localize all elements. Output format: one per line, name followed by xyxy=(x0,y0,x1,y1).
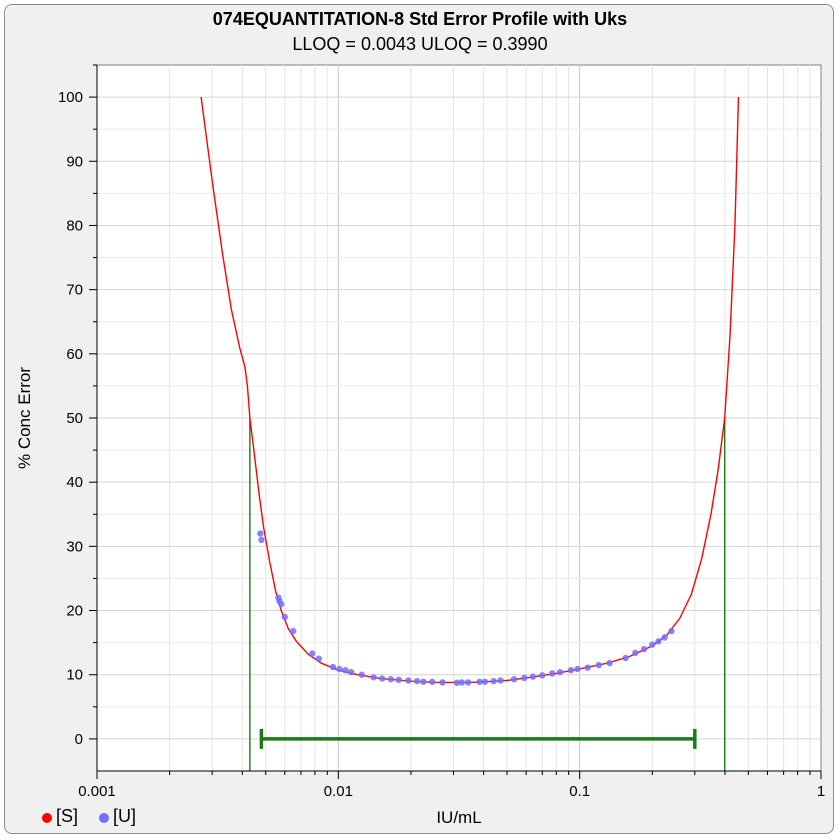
data-point-u xyxy=(289,627,297,635)
chart-subtitle: LLOQ = 0.0043 ULOQ = 0.3990 xyxy=(292,34,547,54)
data-point-u xyxy=(347,668,355,676)
data-point-u xyxy=(574,665,581,673)
data-point-u xyxy=(387,676,395,683)
x-axis-label: IU/mL xyxy=(436,808,481,827)
data-point-u xyxy=(379,675,386,682)
y-tick-label: 50 xyxy=(66,410,83,427)
data-point-u xyxy=(556,668,564,676)
y-tick-label: 70 xyxy=(66,282,83,299)
data-point-u xyxy=(413,677,421,685)
data-point-u xyxy=(258,536,265,544)
data-point-u xyxy=(395,676,402,684)
x-tick-label: 0.001 xyxy=(78,783,116,800)
data-point-u xyxy=(549,670,556,677)
y-tick-label: 60 xyxy=(66,346,83,363)
y-tick-label: 20 xyxy=(66,603,83,620)
data-point-u xyxy=(539,672,546,679)
y-tick-label: 10 xyxy=(66,667,83,684)
x-tick-label: 1 xyxy=(817,783,825,800)
y-tick-label: 100 xyxy=(58,89,83,106)
data-point-u xyxy=(358,671,365,678)
y-tick-label: 0 xyxy=(75,731,83,748)
data-point-u xyxy=(632,649,639,657)
data-point-u xyxy=(429,678,436,685)
data-point-u xyxy=(655,638,662,645)
data-point-u xyxy=(439,679,446,686)
legend-marker-s xyxy=(42,813,52,823)
loq-markers xyxy=(249,418,726,771)
data-point-u xyxy=(458,679,466,686)
data-point-u xyxy=(464,679,472,686)
data-point-u xyxy=(257,530,264,537)
data-point-u xyxy=(649,641,656,648)
data-point-u xyxy=(278,600,285,608)
data-point-u xyxy=(329,663,337,671)
chart-frame: 074EQUANTITATION-8 Std Error Profile wit… xyxy=(4,4,834,834)
data-point-u xyxy=(370,674,377,681)
data-point-u xyxy=(668,627,675,635)
data-point-u xyxy=(309,650,316,657)
y-tick-label: 90 xyxy=(66,153,83,170)
y-tick-label: 40 xyxy=(66,474,83,491)
data-point-u xyxy=(315,655,323,662)
data-point-u xyxy=(510,676,518,683)
x-tick-label: 0.1 xyxy=(569,783,590,800)
y-tick-label: 30 xyxy=(66,538,83,555)
data-point-u xyxy=(342,667,349,674)
data-point-u xyxy=(497,677,504,684)
data-point-u xyxy=(453,679,461,686)
data-point-u xyxy=(490,677,497,685)
data-point-u xyxy=(420,678,427,685)
data-point-u xyxy=(606,659,613,667)
data-point-u xyxy=(640,645,648,653)
axes: 0 10 20 30 40 50 60 70 80 90 100 0.001 0.01 0.1 1 xyxy=(58,64,825,800)
x-tick-label: 0.01 xyxy=(324,783,353,800)
chart-svg: 074EQUANTITATION-8 Std Error Profile wit… xyxy=(15,9,825,827)
data-point-u xyxy=(281,613,288,621)
legend-label-s: [S] xyxy=(56,806,78,826)
data-point-u xyxy=(336,665,343,673)
data-point-u xyxy=(622,654,629,662)
data-point-u xyxy=(521,674,528,682)
data-point-u xyxy=(567,667,575,674)
data-point-u xyxy=(405,677,412,684)
y-axis-label: % Conc Error xyxy=(15,367,34,469)
legend: [S] [U] xyxy=(42,806,136,826)
data-point-u xyxy=(476,678,483,685)
data-point-u xyxy=(481,678,489,685)
chart-title: 074EQUANTITATION-8 Std Error Profile wit… xyxy=(213,9,627,29)
series xyxy=(200,96,740,686)
data-point-u xyxy=(661,634,668,641)
y-tick-label: 80 xyxy=(66,217,83,234)
data-point-u xyxy=(595,661,602,669)
data-point-u xyxy=(584,664,591,671)
data-point-u xyxy=(529,673,537,680)
legend-marker-u xyxy=(99,813,109,823)
legend-label-u: [U] xyxy=(113,806,136,826)
